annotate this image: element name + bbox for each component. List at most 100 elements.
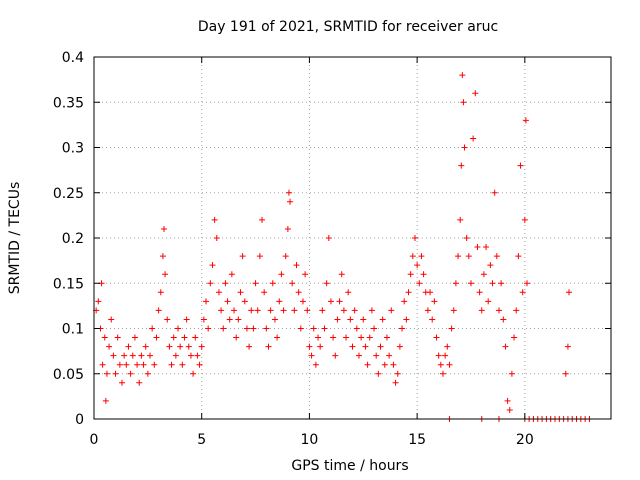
data-point [123, 361, 130, 368]
data-point [250, 325, 257, 332]
data-point [215, 289, 222, 296]
data-point [502, 343, 509, 350]
data-point [424, 307, 431, 314]
data-point [345, 289, 352, 296]
data-point [287, 198, 294, 205]
data-point [338, 271, 345, 278]
data-point [144, 370, 151, 377]
data-point [366, 334, 373, 341]
data-point [317, 343, 324, 350]
data-point [500, 316, 507, 323]
data-point [513, 307, 520, 314]
data-point [220, 325, 227, 332]
y-axis-label: SRMTID / TECUs [7, 182, 23, 295]
data-point [170, 334, 177, 341]
data-point [127, 370, 134, 377]
data-point [508, 370, 515, 377]
data-point [446, 361, 453, 368]
data-point [336, 298, 343, 305]
data-point [200, 316, 207, 323]
data-point [347, 316, 354, 323]
data-point [183, 316, 190, 323]
data-point [414, 262, 421, 269]
data-point [489, 280, 496, 287]
data-point [282, 253, 289, 260]
y-tick-label: 0.15 [53, 276, 84, 292]
data-point [271, 316, 278, 323]
data-point [136, 379, 143, 386]
data-point [371, 325, 378, 332]
data-point [134, 361, 141, 368]
data-point [295, 289, 302, 296]
data-point [420, 271, 427, 278]
data-point [390, 361, 397, 368]
data-point [418, 253, 425, 260]
data-point [564, 343, 571, 350]
data-point [450, 307, 457, 314]
data-point [256, 253, 263, 260]
data-point [478, 307, 485, 314]
data-point [460, 99, 467, 106]
data-point [444, 343, 451, 350]
data-point [463, 235, 470, 241]
data-point [523, 280, 530, 287]
data-point [487, 262, 494, 269]
data-point [458, 162, 465, 169]
data-point [327, 298, 334, 305]
data-point [515, 253, 522, 260]
data-point [162, 271, 169, 278]
data-point [396, 343, 403, 350]
data-point [427, 289, 434, 296]
data-point [386, 352, 393, 359]
x-axis-ticks: 0 5 10 15 20 [90, 57, 534, 448]
data-point [392, 379, 399, 386]
data-point [416, 280, 423, 287]
x-axis-label: GPS time / hours [291, 458, 408, 474]
data-point [495, 307, 502, 314]
data-point [254, 307, 261, 314]
data-point [349, 343, 356, 350]
data-point [452, 280, 459, 287]
data-point [187, 352, 194, 359]
data-point [213, 235, 220, 241]
data-point [433, 334, 440, 341]
data-point [205, 325, 212, 332]
data-point [241, 298, 248, 305]
data-point [185, 343, 192, 350]
data-point [274, 334, 281, 341]
data-point [142, 343, 149, 350]
data-point [353, 325, 360, 332]
y-tick-label: 0.05 [53, 367, 84, 383]
data-point [373, 352, 380, 359]
data-point [431, 298, 438, 305]
data-point [278, 271, 285, 278]
data-point [155, 307, 162, 314]
data-point [222, 280, 229, 287]
data-point [399, 325, 406, 332]
data-point [299, 298, 306, 305]
data-point [383, 334, 390, 341]
data-point [151, 361, 158, 368]
data-point [103, 370, 110, 377]
data-point [334, 316, 341, 323]
data-point [276, 298, 283, 305]
data-point [310, 325, 317, 332]
data-point [175, 325, 182, 332]
data-point [198, 343, 205, 350]
data-point [362, 343, 369, 350]
data-point [119, 379, 126, 386]
data-point [437, 361, 444, 368]
data-point [196, 361, 203, 368]
data-point [472, 90, 479, 97]
data-point [293, 262, 300, 269]
data-point [506, 406, 513, 413]
data-point [405, 289, 412, 296]
y-tick-label: 0.4 [62, 50, 84, 66]
data-point [302, 271, 309, 278]
data-point [248, 307, 255, 314]
data-point [522, 117, 529, 124]
x-tick-label: 15 [408, 432, 426, 448]
data-point [323, 280, 330, 287]
data-point [172, 352, 179, 359]
data-point [168, 361, 175, 368]
